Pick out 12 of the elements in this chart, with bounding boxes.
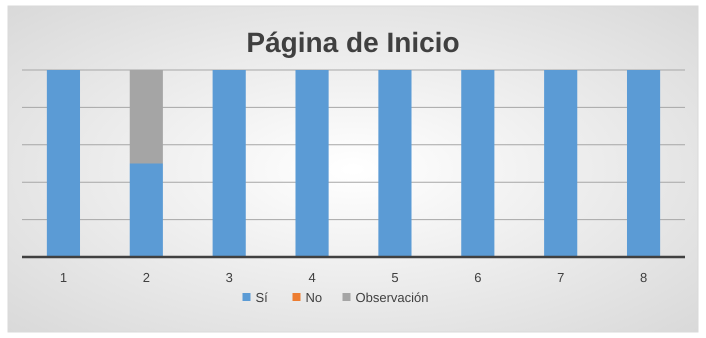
x-tick-label: 5 [391, 270, 399, 285]
x-tick-label: 7 [557, 270, 564, 285]
x-tick-label: 8 [640, 270, 648, 285]
x-tick-label: 2 [142, 270, 150, 285]
chart-title: Página de Inicio [246, 27, 460, 58]
legend-label: Observación [356, 290, 428, 305]
legend-label: Sí [256, 290, 268, 305]
x-tick-label: 1 [60, 270, 68, 285]
legend-label: No [306, 290, 322, 305]
x-tick-label: 3 [226, 270, 233, 285]
x-tick-label: 6 [474, 270, 482, 285]
x-tick-label: 4 [308, 270, 316, 285]
